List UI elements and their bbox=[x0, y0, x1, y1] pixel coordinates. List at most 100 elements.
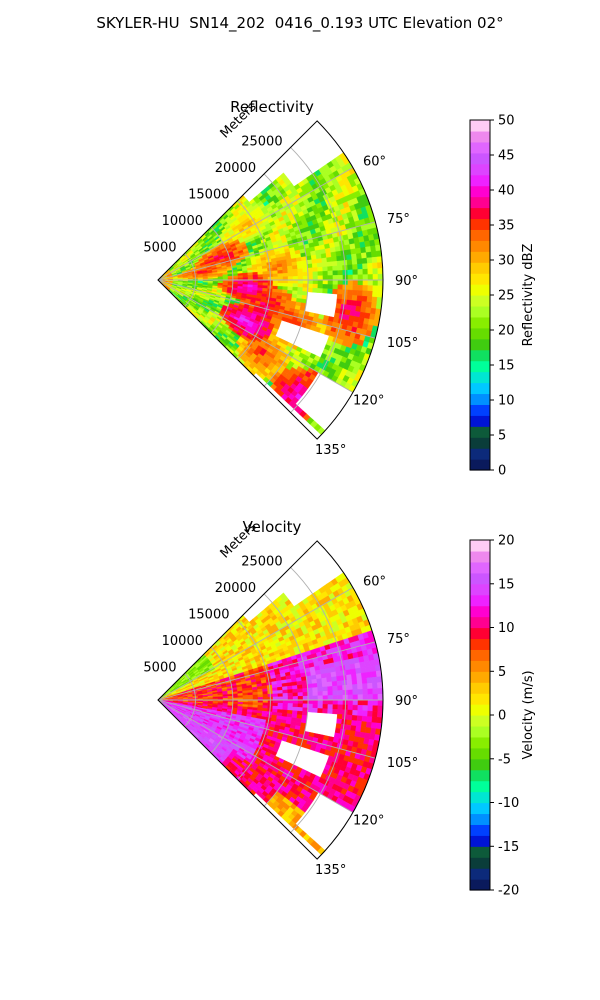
field-cell bbox=[292, 272, 299, 277]
colorbar-swatch bbox=[470, 715, 490, 727]
radial-tick-label: 25000 bbox=[241, 134, 282, 149]
field-cell bbox=[321, 681, 328, 688]
angular-tick-label: 105° bbox=[387, 756, 418, 771]
field-cell bbox=[297, 703, 304, 708]
field-cell bbox=[362, 705, 369, 712]
colorbar-swatch bbox=[470, 152, 490, 165]
field-cell bbox=[365, 727, 372, 734]
field-cell bbox=[335, 303, 342, 310]
field-cell bbox=[337, 690, 344, 696]
field-cell bbox=[287, 685, 293, 691]
field-cell bbox=[357, 704, 364, 711]
field-cell bbox=[312, 279, 319, 285]
field-cell bbox=[307, 275, 314, 281]
field-cell bbox=[282, 266, 288, 271]
colorbar-swatch bbox=[470, 791, 490, 804]
field-cell bbox=[367, 705, 374, 712]
field-cell bbox=[366, 257, 373, 264]
field-cell bbox=[272, 270, 279, 275]
field-cell bbox=[316, 682, 323, 688]
field-cell bbox=[262, 702, 269, 707]
field-cell bbox=[282, 269, 289, 274]
field-cell bbox=[292, 696, 299, 701]
field-cell bbox=[362, 285, 369, 292]
field-cell bbox=[287, 276, 294, 281]
field-cell bbox=[316, 262, 323, 268]
radial-tick-label: 20000 bbox=[215, 161, 256, 176]
field-cell bbox=[367, 268, 374, 275]
colorbar-swatch bbox=[470, 251, 490, 263]
field-cell bbox=[312, 707, 319, 713]
field-cell bbox=[302, 687, 309, 693]
field-cell bbox=[372, 268, 379, 275]
field-cell bbox=[312, 687, 319, 693]
angular-tick-label: 105° bbox=[387, 336, 418, 351]
colorbar-swatch bbox=[470, 295, 490, 307]
field-cell bbox=[327, 690, 334, 696]
colorbar-swatch bbox=[470, 120, 490, 132]
field-cell bbox=[287, 265, 293, 271]
field-cell bbox=[347, 689, 354, 696]
field-cell bbox=[292, 286, 299, 292]
field-cell bbox=[317, 699, 324, 705]
field-cell bbox=[356, 672, 363, 680]
field-cell bbox=[322, 279, 329, 285]
field-cell bbox=[370, 302, 378, 309]
field-cell bbox=[355, 247, 362, 255]
field-cell bbox=[277, 266, 283, 271]
field-cell bbox=[321, 677, 328, 684]
field-cell bbox=[237, 695, 244, 699]
field-cell bbox=[372, 711, 378, 718]
field-cell bbox=[312, 695, 319, 701]
field-cell bbox=[357, 279, 364, 286]
field-cell bbox=[336, 298, 343, 305]
field-cell bbox=[296, 684, 303, 690]
field-cell bbox=[370, 722, 378, 729]
field-cell bbox=[337, 289, 343, 295]
colorbar-swatch bbox=[470, 174, 490, 187]
field-cell bbox=[336, 680, 343, 687]
colorbar-swatch bbox=[470, 404, 490, 416]
field-cell bbox=[262, 282, 269, 287]
field-cell bbox=[252, 691, 259, 696]
field-cell bbox=[292, 279, 299, 284]
field-cell bbox=[361, 295, 368, 303]
field-cell bbox=[252, 702, 259, 706]
field-cell bbox=[287, 272, 294, 277]
field-cell bbox=[352, 269, 359, 276]
colorbar-swatch bbox=[470, 813, 490, 825]
field-cell bbox=[322, 695, 329, 701]
field-cell bbox=[257, 694, 264, 698]
field-cell bbox=[355, 725, 362, 733]
field-cell bbox=[277, 696, 284, 701]
field-cell bbox=[297, 688, 304, 693]
field-cell bbox=[347, 684, 353, 691]
field-cell bbox=[360, 721, 368, 728]
field-cell bbox=[332, 270, 339, 276]
field-cell bbox=[365, 301, 373, 309]
field-cell bbox=[326, 676, 333, 683]
field-cell bbox=[357, 689, 364, 696]
field-cell bbox=[352, 699, 359, 706]
field-cell bbox=[356, 295, 363, 302]
colorbar-swatch bbox=[470, 638, 490, 650]
colorbar-swatch bbox=[470, 218, 490, 230]
field-cell bbox=[277, 273, 284, 278]
field-cell bbox=[277, 279, 284, 284]
velocity-panel: Velocity 5000 10000 15000 20000 25000 Me… bbox=[143, 518, 536, 899]
colorbar-swatch bbox=[470, 130, 490, 143]
field-cell bbox=[372, 291, 378, 298]
field-cell bbox=[332, 704, 339, 710]
field-cell bbox=[312, 703, 319, 709]
field-cell bbox=[352, 264, 358, 271]
field-cell bbox=[332, 695, 339, 701]
field-cell bbox=[377, 291, 383, 298]
colorbar-swatch bbox=[470, 273, 490, 285]
radial-tick-label: 20000 bbox=[215, 581, 256, 596]
field-cell bbox=[365, 671, 373, 679]
field-cell bbox=[351, 258, 358, 265]
radial-tick-label: 10000 bbox=[162, 634, 203, 649]
field-cell bbox=[335, 250, 342, 257]
field-cell bbox=[252, 271, 259, 276]
field-cell bbox=[287, 286, 294, 291]
